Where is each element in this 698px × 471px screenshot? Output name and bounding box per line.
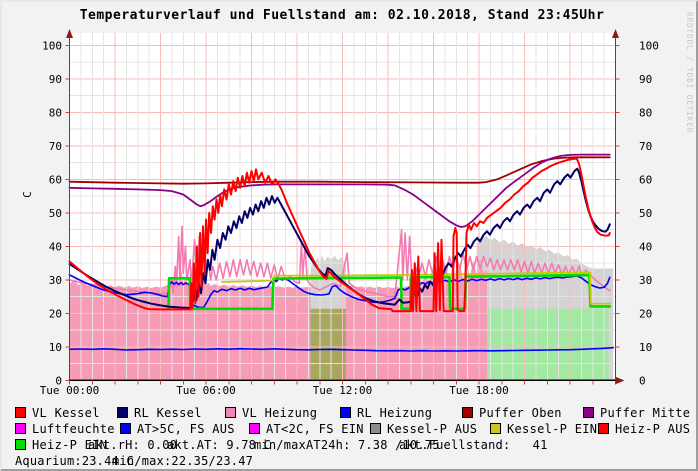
legend-item-kessel-p-aus-label: Kessel-P AUS: [387, 422, 478, 436]
legend-item-puffer-mitte-swatch-icon: [583, 407, 594, 418]
svg-text:Tue 18:00: Tue 18:00: [449, 384, 509, 397]
svg-text:80: 80: [639, 106, 652, 119]
legend-item-kessel-p-aus: Kessel-P AUS: [370, 422, 477, 436]
stat-value-0: akt.rH: 0.00: [88, 438, 178, 452]
legend-item-at-5c-fs-aus-label: AT>5C, FS AUS: [137, 422, 235, 436]
temperature-chart: 0 0 10 10 20 20 30 30 40 40 50 50 60 60 70 70 80 80 90 90 10…: [40, 29, 659, 397]
legend-item-vl-heizung-label: VL Heizung: [242, 406, 318, 420]
legend-item-luftfeuchte-swatch-icon: [15, 423, 26, 434]
svg-text:Tue 12:00: Tue 12:00: [313, 384, 373, 397]
legend-item-heiz-p-ein: Heiz-P EIN: [15, 438, 107, 452]
svg-text:20: 20: [49, 307, 62, 320]
legend-item-puffer-mitte-label: Puffer Mitte: [600, 406, 691, 420]
aquarium-stat-1: min/max:22.35/23.47: [112, 454, 254, 468]
stat-value-3: akt.Fuellstand: 41: [399, 438, 548, 452]
legend-item-puffer-mitte: Puffer Mitte: [583, 406, 690, 420]
legend-item-at-2c-fs-ein-label: AT<2C, FS EIN: [266, 422, 364, 436]
stat-value-1: akt.AT: 9.78 C: [167, 438, 271, 452]
svg-text:50: 50: [639, 207, 652, 220]
svg-text:90: 90: [49, 73, 62, 86]
svg-text:80: 80: [49, 106, 62, 119]
legend-item-kessel-p-ein-swatch-icon: [490, 423, 501, 434]
svg-text:20: 20: [639, 307, 652, 320]
svg-text:0: 0: [55, 375, 62, 388]
legend-item-kessel-p-ein: Kessel-P EIN: [490, 422, 597, 436]
legend-item-vl-kessel: VL Kessel: [15, 406, 100, 420]
rrdtool-watermark: RRDTOOL / TOBI OETIKER: [685, 12, 694, 134]
legend-item-puffer-oben-label: Puffer Oben: [479, 406, 562, 420]
svg-text:40: 40: [49, 240, 62, 253]
svg-text:50: 50: [49, 207, 62, 220]
legend-item-vl-heizung-swatch-icon: [225, 407, 236, 418]
svg-text:10: 10: [49, 341, 62, 354]
svg-text:100: 100: [42, 39, 62, 52]
svg-text:60: 60: [639, 173, 652, 186]
legend-item-at-5c-fs-aus: AT>5C, FS AUS: [120, 422, 235, 436]
svg-text:Tue 00:00: Tue 00:00: [40, 384, 100, 397]
svg-text:100: 100: [639, 39, 659, 52]
legend-item-kessel-p-aus-swatch-icon: [370, 423, 381, 434]
legend-item-puffer-oben: Puffer Oben: [462, 406, 562, 420]
legend-item-luftfeuchte: Luftfeuchte: [15, 422, 115, 436]
legend-item-heiz-p-ein-label: Heiz-P EIN: [32, 438, 108, 452]
chart-title: Temperaturverlauf und Fuellstand am: 02.…: [79, 8, 605, 23]
svg-text:10: 10: [639, 341, 652, 354]
legend-item-at-2c-fs-ein-swatch-icon: [249, 423, 260, 434]
legend-item-heiz-p-aus: Heiz-P AUS: [598, 422, 690, 436]
legend-item-rl-heizung: RL Heizung: [340, 406, 432, 420]
legend-item-rl-kessel-label: RL Kessel: [134, 406, 202, 420]
legend-item-rl-kessel: RL Kessel: [117, 406, 202, 420]
legend-item-vl-kessel-swatch-icon: [15, 407, 26, 418]
aquarium-stat-0: Aquarium:23.44 C: [15, 454, 134, 468]
legend-item-at-2c-fs-ein: AT<2C, FS EIN: [249, 422, 364, 436]
svg-text:Tue 06:00: Tue 06:00: [176, 384, 236, 397]
svg-text:90: 90: [639, 73, 652, 86]
legend-item-luftfeuchte-label: Luftfeuchte: [32, 422, 115, 436]
legend-item-rl-kessel-swatch-icon: [117, 407, 128, 418]
svg-text:40: 40: [639, 240, 652, 253]
legend-item-heiz-p-aus-label: Heiz-P AUS: [615, 422, 691, 436]
svg-text:0: 0: [639, 375, 646, 388]
svg-text:30: 30: [49, 274, 62, 287]
legend-item-at-5c-fs-aus-swatch-icon: [120, 423, 131, 434]
y-axis-unit-label: C: [20, 191, 34, 198]
legend-item-heiz-p-aus-swatch-icon: [598, 423, 609, 434]
legend-item-vl-kessel-label: VL Kessel: [32, 406, 100, 420]
legend-item-kessel-p-ein-label: Kessel-P EIN: [507, 422, 598, 436]
stat-value-2: min/maxAT24h: 7.38 /10.75: [254, 438, 440, 452]
svg-text:30: 30: [639, 274, 652, 287]
legend-item-rl-heizung-swatch-icon: [340, 407, 351, 418]
svg-text:60: 60: [49, 173, 62, 186]
legend-item-vl-heizung: VL Heizung: [225, 406, 317, 420]
legend-item-puffer-oben-swatch-icon: [462, 407, 473, 418]
legend-item-rl-heizung-label: RL Heizung: [357, 406, 433, 420]
legend-item-heiz-p-ein-swatch-icon: [15, 439, 26, 450]
svg-text:70: 70: [639, 140, 652, 153]
svg-text:70: 70: [49, 140, 62, 153]
